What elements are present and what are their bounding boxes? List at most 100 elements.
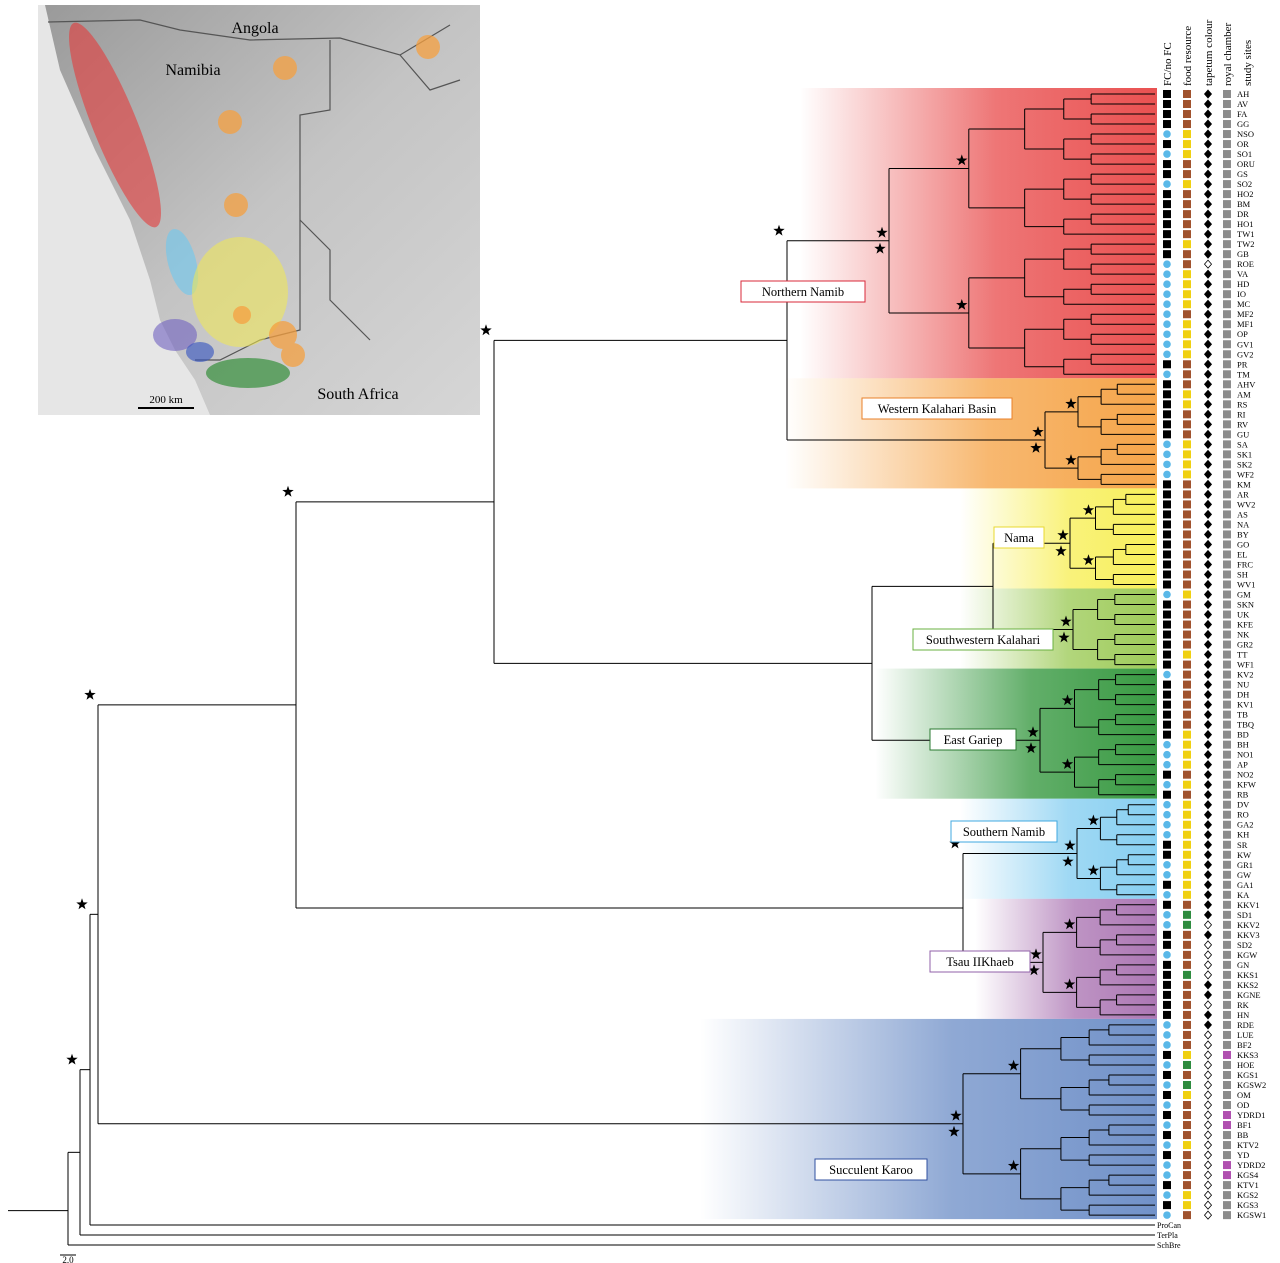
food-symbol (1183, 500, 1191, 508)
fc-symbol (1163, 601, 1171, 609)
chamber-symbol (1223, 721, 1231, 729)
fc-symbol (1163, 611, 1171, 619)
fc-symbol (1163, 791, 1171, 799)
fc-symbol (1163, 180, 1171, 188)
fc-symbol (1163, 520, 1171, 528)
tapetum-symbol (1205, 671, 1212, 679)
chamber-symbol (1223, 1151, 1231, 1159)
tapetum-symbol (1205, 1081, 1212, 1089)
tip-label: NO1 (1237, 750, 1254, 760)
support-star (480, 324, 491, 335)
tapetum-symbol (1205, 270, 1212, 278)
fc-symbol (1163, 891, 1171, 899)
tip-label: OR (1237, 139, 1249, 149)
tip-label: GV2 (1237, 349, 1254, 359)
chamber-symbol (1223, 701, 1231, 709)
fc-symbol (1163, 130, 1171, 138)
fc-symbol (1163, 751, 1171, 759)
food-symbol (1183, 520, 1191, 528)
tip-label: GM (1237, 590, 1251, 600)
tapetum-symbol (1205, 1211, 1212, 1219)
tapetum-symbol (1205, 1141, 1212, 1149)
fc-symbol (1163, 510, 1171, 518)
tip-label: OM (1237, 1090, 1251, 1100)
tip-label: KKS2 (1237, 980, 1258, 990)
food-symbol (1183, 420, 1191, 428)
chamber-symbol (1223, 751, 1231, 759)
food-symbol (1183, 791, 1191, 799)
chamber-symbol (1223, 801, 1231, 809)
region-blob (186, 342, 214, 362)
chamber-symbol (1223, 450, 1231, 458)
chamber-symbol (1223, 110, 1231, 118)
fc-symbol (1163, 420, 1171, 428)
food-symbol (1183, 731, 1191, 739)
chamber-symbol (1223, 360, 1231, 368)
clade-label: East Gariep (944, 733, 1003, 747)
fc-symbol (1163, 461, 1171, 469)
tip-label: GV1 (1237, 339, 1254, 349)
tapetum-symbol (1205, 170, 1212, 178)
chamber-symbol (1223, 891, 1231, 899)
fc-symbol (1163, 490, 1171, 498)
food-symbol (1183, 851, 1191, 859)
food-symbol (1183, 1111, 1191, 1119)
tip-label: TT (1237, 650, 1248, 660)
food-symbol (1183, 370, 1191, 378)
tapetum-symbol (1205, 520, 1212, 528)
chamber-symbol (1223, 170, 1231, 178)
tip-label: KV1 (1237, 700, 1254, 710)
tapetum-symbol (1205, 821, 1212, 829)
chamber-symbol (1223, 651, 1231, 659)
fc-symbol (1163, 741, 1171, 749)
food-symbol (1183, 140, 1191, 148)
food-symbol (1183, 320, 1191, 328)
chamber-symbol (1223, 1011, 1231, 1019)
fc-symbol (1163, 911, 1171, 919)
tip-label: KGW (1237, 950, 1257, 960)
tapetum-symbol (1205, 410, 1212, 418)
food-symbol (1183, 721, 1191, 729)
fc-symbol (1163, 921, 1171, 929)
tip-label: NA (1237, 519, 1250, 529)
tip-label: AHV (1237, 379, 1256, 389)
fc-symbol (1163, 871, 1171, 879)
fc-symbol (1163, 220, 1171, 228)
chamber-symbol (1223, 931, 1231, 939)
chamber-symbol (1223, 100, 1231, 108)
food-symbol (1183, 400, 1191, 408)
tapetum-symbol (1205, 210, 1212, 218)
tip-label: GW (1237, 870, 1251, 880)
tapetum-symbol (1205, 711, 1212, 719)
food-symbol (1183, 1131, 1191, 1139)
tapetum-symbol (1205, 911, 1212, 919)
food-symbol (1183, 540, 1191, 548)
column-header: FC/no FC (1162, 42, 1174, 86)
fc-symbol (1163, 360, 1171, 368)
fc-symbol (1163, 821, 1171, 829)
chamber-symbol (1223, 1171, 1231, 1179)
food-symbol (1183, 250, 1191, 258)
tip-label: GA2 (1237, 820, 1254, 830)
food-symbol (1183, 941, 1191, 949)
fc-symbol (1163, 290, 1171, 298)
food-symbol (1183, 981, 1191, 989)
tapetum-symbol (1205, 1091, 1212, 1099)
fc-symbol (1163, 1141, 1171, 1149)
tapetum-symbol (1205, 290, 1212, 298)
tapetum-symbol (1205, 921, 1212, 929)
chamber-symbol (1223, 130, 1231, 138)
clade-background (700, 1019, 1157, 1219)
tapetum-symbol (1205, 120, 1212, 128)
food-symbol (1183, 771, 1191, 779)
tapetum-symbol (1205, 761, 1212, 769)
food-symbol (1183, 390, 1191, 398)
food-symbol (1183, 711, 1191, 719)
tapetum-symbol (1205, 530, 1212, 538)
tapetum-symbol (1205, 230, 1212, 238)
tip-label: MF2 (1237, 309, 1254, 319)
tapetum-symbol (1205, 300, 1212, 308)
chamber-symbol (1223, 1131, 1231, 1139)
tapetum-symbol (1205, 741, 1212, 749)
tapetum-symbol (1205, 931, 1212, 939)
